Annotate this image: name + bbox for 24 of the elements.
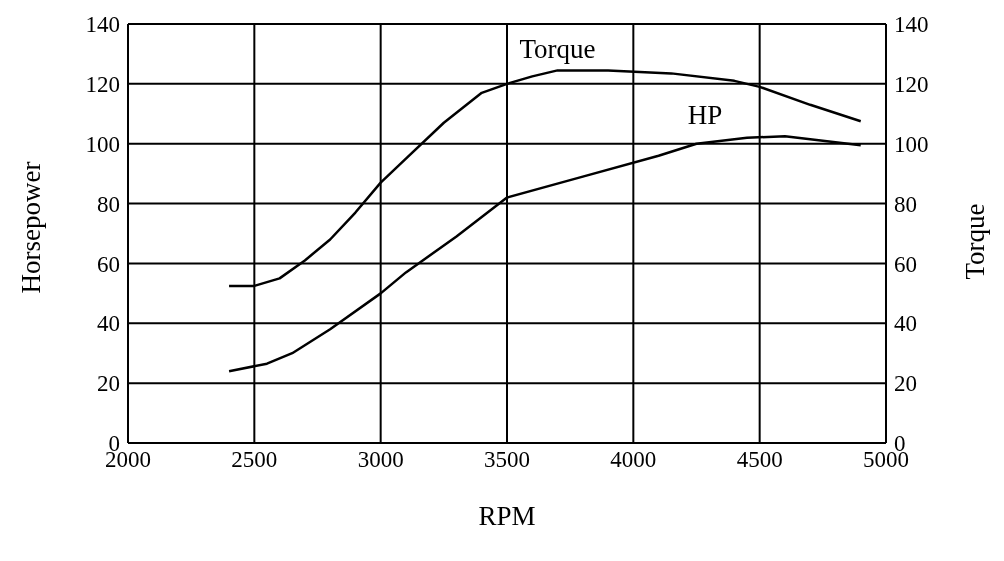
y2-tick-label: 60 <box>894 251 917 277</box>
series-label: HP <box>687 100 723 131</box>
y-tick-label: 80 <box>97 191 120 217</box>
y-axis-title: Horsepower <box>15 161 46 294</box>
y-tick-label: 100 <box>85 131 120 157</box>
y-tick-label: 40 <box>97 311 120 337</box>
y2-tick-label: 40 <box>894 311 917 337</box>
y2-tick-label: 80 <box>894 191 917 217</box>
y2-tick-label: 100 <box>894 131 929 157</box>
x-tick-label: 3000 <box>357 447 404 473</box>
x-axis-title: RPM <box>478 501 536 531</box>
y-tick-label: 20 <box>97 371 120 397</box>
y-tick-label: 60 <box>97 251 120 277</box>
y2-tick-label: 140 <box>894 12 929 38</box>
y2-tick-label: 20 <box>894 371 917 397</box>
x-tick-label: 4500 <box>736 447 783 473</box>
x-tick-label: 2500 <box>231 447 278 473</box>
series-label: Torque <box>519 34 596 65</box>
y2-tick-label: 120 <box>894 72 929 98</box>
y-tick-label: 140 <box>85 12 120 38</box>
x-tick-label: 3500 <box>484 447 530 473</box>
y-tick-label: 120 <box>85 72 120 98</box>
x-tick-label: 4000 <box>610 447 657 473</box>
y2-axis-title: Torque <box>959 203 990 280</box>
